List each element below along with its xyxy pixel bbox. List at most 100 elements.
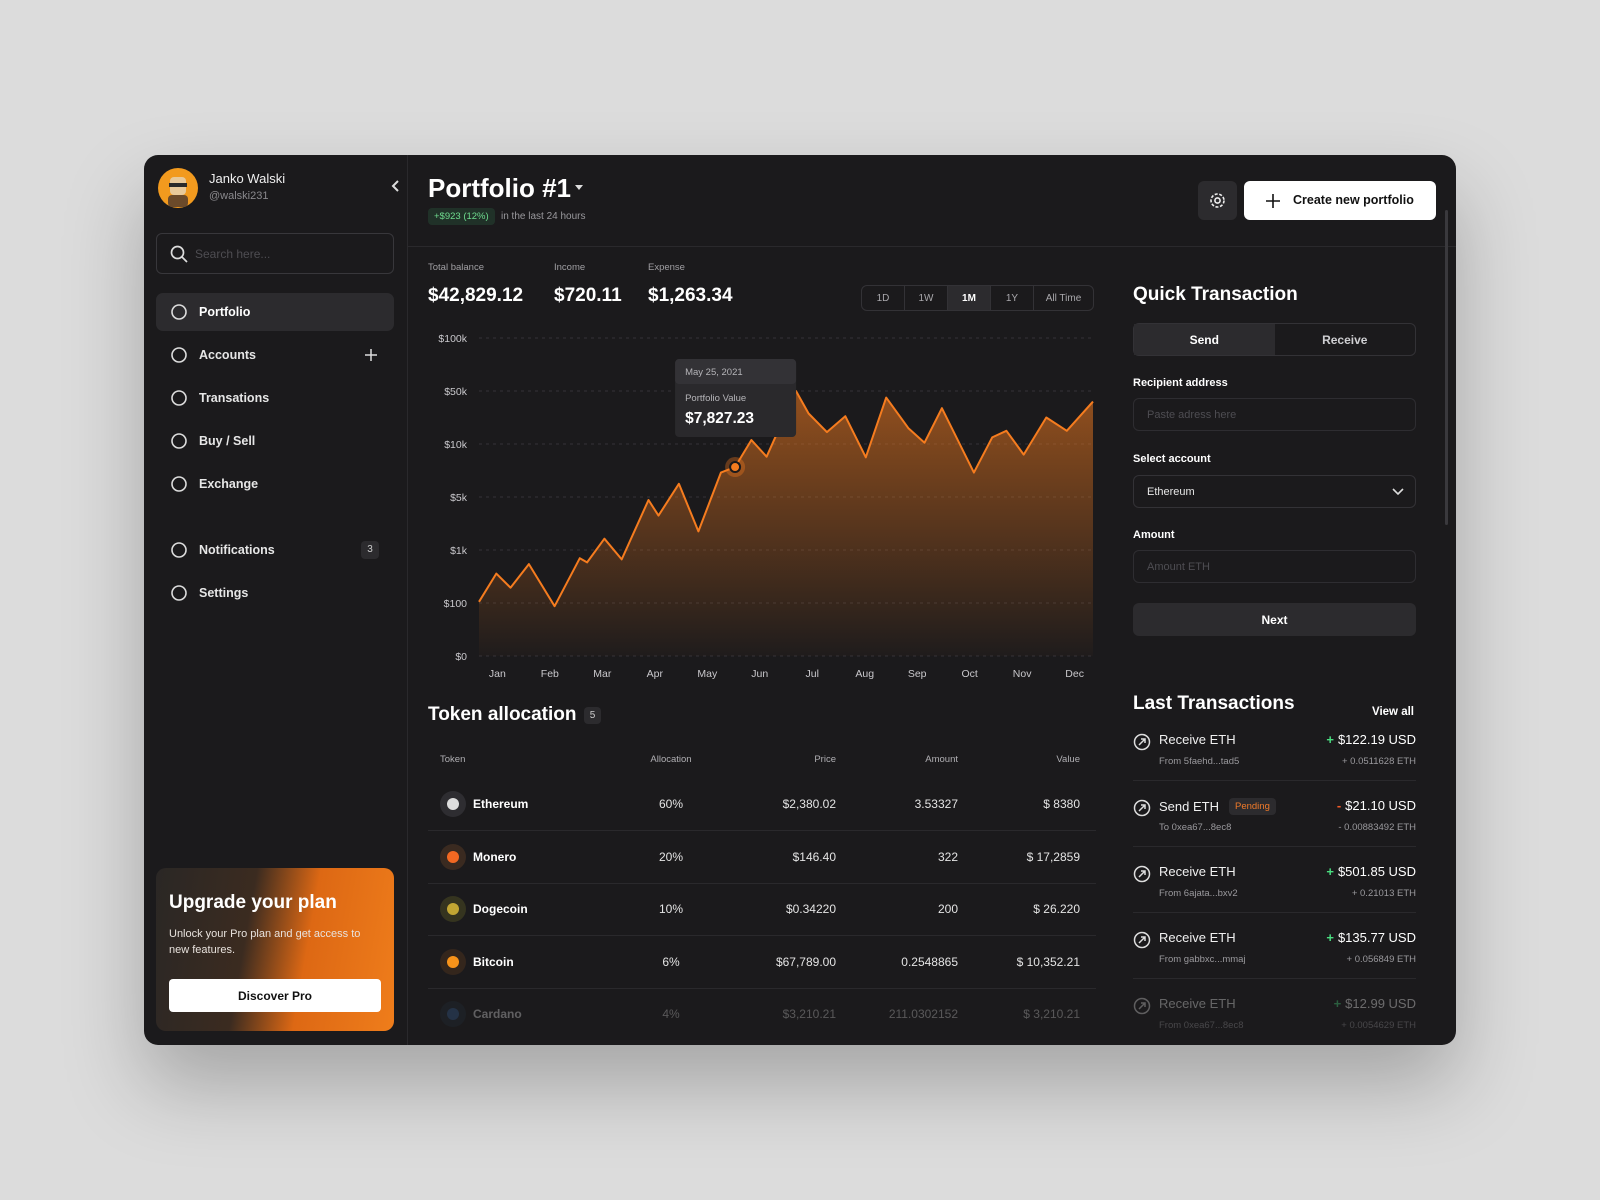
next-button[interactable]: Next bbox=[1133, 603, 1416, 636]
icon-shape bbox=[171, 542, 187, 558]
user-handle: @walski231 bbox=[209, 190, 269, 202]
transaction-row[interactable]: Receive ETH + $501.85 USD From 6ajata...bxv… bbox=[1133, 864, 1416, 914]
transaction-row[interactable]: Send ETH Pending - $21.10 USD To 0xea67...8e… bbox=[1133, 798, 1416, 848]
nav-icon bbox=[171, 585, 187, 601]
quick-transaction-title: Quick Transaction bbox=[1133, 284, 1298, 305]
transaction-row[interactable]: Receive ETH + $135.77 USD From gabbxc...mma… bbox=[1133, 930, 1416, 980]
account-select[interactable]: Ethereum bbox=[1133, 475, 1416, 508]
settings-button[interactable] bbox=[1198, 181, 1237, 220]
table-cell: $3,210.21 bbox=[782, 1007, 836, 1021]
search-placeholder: Search here... bbox=[195, 247, 271, 261]
table-cell: 10% bbox=[658, 902, 684, 916]
stat-value: $720.11 bbox=[554, 285, 622, 306]
amount-sign: + bbox=[1333, 996, 1342, 1011]
table-cell: $ 3,210.21 bbox=[1023, 1007, 1080, 1021]
add-account-icon bbox=[365, 349, 377, 361]
nav-label: Settings bbox=[199, 586, 249, 600]
table-cell: 322 bbox=[937, 849, 958, 864]
x-tick-label: Mar bbox=[593, 668, 612, 680]
amount-sign: - bbox=[1336, 798, 1342, 813]
column-header: Amount bbox=[925, 754, 958, 765]
tab-receive[interactable]: Receive bbox=[1322, 332, 1368, 347]
row-divider bbox=[1133, 780, 1416, 781]
icon-glyph bbox=[447, 903, 459, 915]
icon-arrow bbox=[1138, 804, 1146, 812]
nav-icon bbox=[171, 476, 187, 492]
nav-item[interactable]: Portfolio bbox=[156, 293, 394, 331]
icon-shape bbox=[171, 585, 187, 601]
range-button[interactable]: 1W bbox=[905, 286, 948, 310]
view-all-link[interactable]: View all bbox=[1372, 706, 1414, 718]
transaction-row[interactable]: Receive ETH + $122.19 USD From 5faehd...tad… bbox=[1133, 732, 1416, 782]
transaction-amount: - $21.10 USD bbox=[1337, 798, 1416, 813]
nav-label: Transations bbox=[199, 391, 270, 405]
icon-arrow bbox=[1138, 1002, 1146, 1010]
notification-badge: 3 bbox=[361, 541, 379, 559]
app-window: Janko Walski @walski231 Search here... P… bbox=[144, 155, 1456, 1045]
upgrade-text: Unlock your Pro plan and get access to n… bbox=[169, 928, 361, 956]
y-tick-label: $0 bbox=[455, 651, 467, 663]
upgrade-card: Upgrade your plan Unlock your Pro plan a… bbox=[156, 868, 394, 1031]
search-icon bbox=[170, 245, 188, 263]
avatar[interactable] bbox=[157, 167, 199, 209]
amount-value: $21.10 USD bbox=[1345, 798, 1416, 813]
plus-shape bbox=[365, 349, 377, 361]
transaction-row[interactable]: Receive ETH + $12.99 USD From 0xea67...8ec8… bbox=[1133, 996, 1416, 1045]
table-cell: 0.2548865 bbox=[901, 954, 958, 969]
chevron-down bbox=[1392, 488, 1404, 496]
range-button[interactable]: All Time bbox=[1045, 292, 1082, 304]
amount-input[interactable]: Amount ETH bbox=[1133, 550, 1416, 583]
nav-item[interactable]: Accounts bbox=[156, 336, 394, 374]
create-portfolio-button[interactable]: Create new portfolio bbox=[1244, 181, 1436, 220]
table-cell: Dogecoin bbox=[473, 902, 528, 916]
transaction-icon bbox=[1133, 865, 1151, 883]
icon-ring bbox=[1133, 865, 1151, 883]
transaction-title: Send ETH bbox=[1159, 799, 1219, 814]
stat-label: Total balance bbox=[428, 262, 484, 273]
nav-item[interactable]: Exchange bbox=[156, 465, 394, 503]
range-selector: 1D 1W 1M 1Y All Time bbox=[861, 285, 1094, 311]
portfolio-title[interactable]: Portfolio #1 bbox=[428, 173, 572, 203]
nav-item[interactable]: Notifications 3 bbox=[156, 531, 394, 569]
table-cell: 211.0302152 bbox=[888, 1007, 958, 1021]
highlight-dot bbox=[729, 461, 742, 474]
scrollbar[interactable] bbox=[1445, 210, 1448, 525]
x-tick-label: Jul bbox=[806, 668, 819, 680]
table-cell: 200 bbox=[937, 902, 958, 916]
range-button[interactable]: 1Y bbox=[991, 286, 1034, 310]
row-divider bbox=[1133, 912, 1416, 913]
table-cell: $2,380.02 bbox=[782, 797, 836, 811]
transaction-detail: To 0xea67...8ec8 bbox=[1159, 822, 1232, 833]
x-tick-label: Oct bbox=[962, 668, 978, 680]
range-button[interactable]: 1M bbox=[948, 286, 991, 310]
recipient-input[interactable]: Paste adress here bbox=[1133, 398, 1416, 431]
range-button[interactable]: 1D bbox=[862, 286, 905, 310]
token-icon bbox=[440, 896, 466, 922]
plus-icon bbox=[1266, 194, 1280, 208]
nav-item[interactable]: Buy / Sell bbox=[156, 422, 394, 460]
field-label: Recipient address bbox=[1133, 377, 1228, 389]
nav-item[interactable]: Settings bbox=[156, 574, 394, 612]
discover-pro-button[interactable]: Discover Pro bbox=[169, 979, 381, 1012]
nav-icon bbox=[171, 542, 187, 558]
token-icon bbox=[440, 948, 466, 975]
portfolio-dropdown[interactable] bbox=[574, 184, 584, 192]
column-header: Allocation bbox=[650, 754, 692, 765]
column-header: Value bbox=[1056, 754, 1080, 765]
column-header: Price bbox=[814, 754, 836, 765]
tab-send[interactable]: Send bbox=[1134, 324, 1275, 355]
icon-ring bbox=[1133, 733, 1151, 751]
icon-arrow bbox=[1138, 936, 1146, 944]
table-cell: 4% bbox=[662, 1007, 680, 1021]
icon-bg bbox=[440, 1001, 466, 1027]
transaction-head: Receive ETH bbox=[1159, 996, 1236, 1011]
icon-glyph bbox=[447, 798, 459, 810]
collapse-button[interactable] bbox=[390, 179, 402, 193]
icon-shape bbox=[171, 433, 187, 449]
field-label: Amount bbox=[1133, 529, 1175, 541]
icon-shape bbox=[171, 390, 187, 406]
nav-item[interactable]: Transations bbox=[156, 379, 394, 417]
search-box[interactable]: Search here... bbox=[156, 233, 394, 274]
icon-shape bbox=[171, 304, 187, 320]
